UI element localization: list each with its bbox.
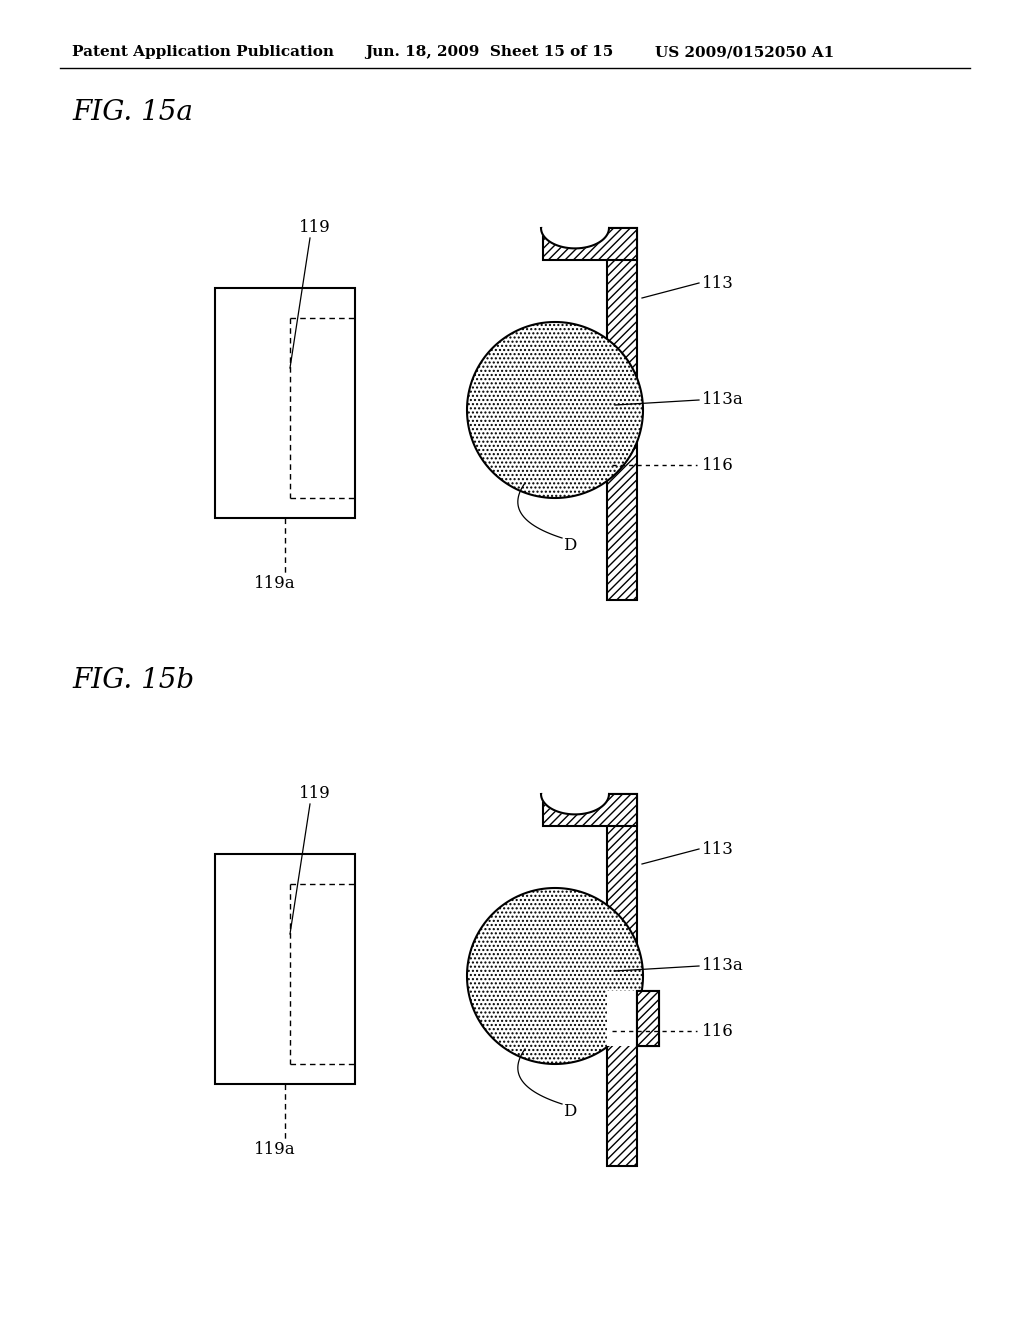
Polygon shape bbox=[541, 795, 609, 814]
Text: Jun. 18, 2009  Sheet 15 of 15: Jun. 18, 2009 Sheet 15 of 15 bbox=[365, 45, 613, 59]
Text: 113: 113 bbox=[702, 841, 734, 858]
Bar bbox=[215, 288, 355, 517]
Polygon shape bbox=[542, 826, 643, 1146]
Text: FIG. 15b: FIG. 15b bbox=[72, 667, 195, 693]
Polygon shape bbox=[467, 322, 643, 498]
Text: 119a: 119a bbox=[254, 1140, 296, 1158]
Text: FIG. 15a: FIG. 15a bbox=[72, 99, 193, 125]
Polygon shape bbox=[607, 228, 637, 601]
Text: Patent Application Publication: Patent Application Publication bbox=[72, 45, 334, 59]
Text: 119: 119 bbox=[299, 219, 331, 236]
Text: 116: 116 bbox=[702, 1023, 734, 1040]
Polygon shape bbox=[543, 213, 607, 228]
Polygon shape bbox=[607, 991, 662, 1045]
Polygon shape bbox=[637, 991, 659, 1045]
Text: D: D bbox=[563, 1104, 577, 1121]
Text: 116: 116 bbox=[702, 457, 734, 474]
Text: 113a: 113a bbox=[702, 392, 743, 408]
Polygon shape bbox=[637, 991, 659, 1045]
Text: 113a: 113a bbox=[702, 957, 743, 974]
Polygon shape bbox=[607, 795, 637, 1166]
Text: US 2009/0152050 A1: US 2009/0152050 A1 bbox=[655, 45, 835, 59]
Text: 113: 113 bbox=[702, 275, 734, 292]
Text: 119: 119 bbox=[299, 785, 331, 803]
Polygon shape bbox=[543, 779, 607, 795]
Polygon shape bbox=[467, 888, 643, 1064]
Polygon shape bbox=[543, 228, 637, 260]
Polygon shape bbox=[542, 260, 643, 579]
Bar bbox=[215, 854, 355, 1084]
Text: D: D bbox=[563, 537, 577, 554]
Text: 119a: 119a bbox=[254, 574, 296, 591]
Polygon shape bbox=[541, 228, 609, 248]
Polygon shape bbox=[543, 795, 637, 826]
